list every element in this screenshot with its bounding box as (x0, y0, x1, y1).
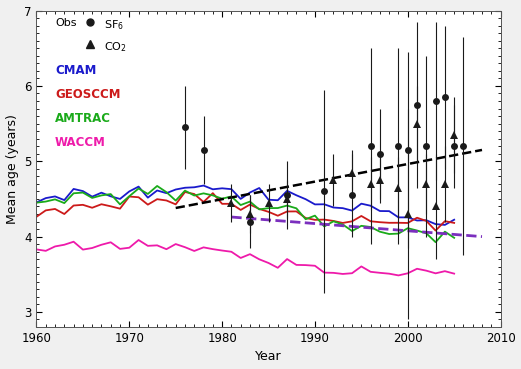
X-axis label: Year: Year (255, 351, 282, 363)
Text: WACCM: WACCM (55, 135, 106, 149)
Text: CMAM: CMAM (55, 64, 96, 77)
Text: AMTRAC: AMTRAC (55, 112, 111, 125)
Text: GEOSCCM: GEOSCCM (55, 88, 120, 101)
Text: Obs: Obs (55, 18, 77, 28)
Text: CO$_2$: CO$_2$ (104, 41, 127, 54)
Y-axis label: Mean age (years): Mean age (years) (6, 114, 19, 224)
Text: SF$_6$: SF$_6$ (104, 18, 123, 32)
